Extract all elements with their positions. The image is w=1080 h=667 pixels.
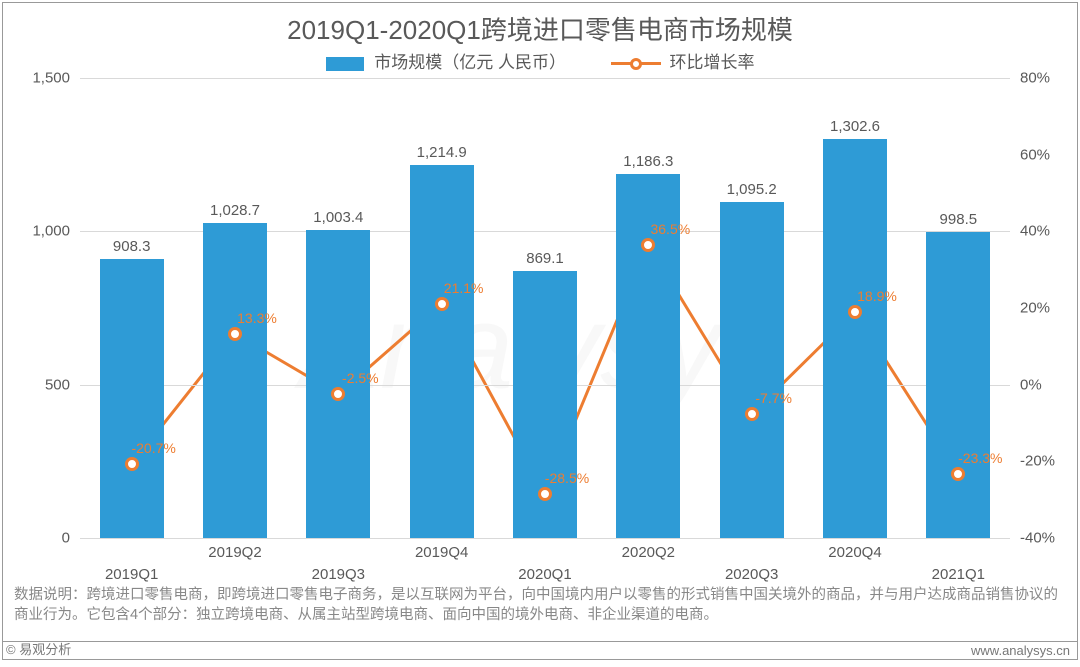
line-marker — [125, 457, 139, 471]
line-marker — [435, 297, 449, 311]
y2-tick-label: 40% — [1020, 223, 1080, 240]
grid-line — [80, 78, 1010, 79]
y2-tick-label: 80% — [1020, 70, 1080, 87]
x-axis-label: 2019Q1 — [105, 566, 158, 583]
bar-value-label: 1,028.7 — [210, 202, 260, 219]
y1-tick-label: 0 — [10, 530, 70, 547]
line-value-label: -20.7% — [131, 440, 175, 456]
x-axis-label: 2019Q2 — [208, 544, 261, 561]
bar-value-label: 1,302.6 — [830, 118, 880, 135]
legend-label-line: 环比增长率 — [669, 53, 754, 72]
legend: 市场规模（亿元 人民币） 环比增长率 — [0, 48, 1080, 73]
y2-tick-label: -20% — [1020, 453, 1080, 470]
x-axis-label: 2019Q4 — [415, 544, 468, 561]
x-axis-label: 2019Q3 — [312, 566, 365, 583]
line-value-label: -7.7% — [755, 390, 792, 406]
line-value-label: -23.3% — [958, 450, 1002, 466]
x-axis-label: 2020Q3 — [725, 566, 778, 583]
bar-value-label: 908.3 — [113, 238, 151, 255]
line-value-label: 13.3% — [237, 310, 277, 326]
bar — [926, 232, 990, 538]
notes-text: 数据说明：跨境进口零售电商，即跨境进口零售电子商务，是以互联网为平台，向中国境内… — [14, 586, 1066, 625]
x-axis-label: 2020Q2 — [622, 544, 675, 561]
bar — [203, 223, 267, 538]
footer-separator — [3, 641, 1077, 642]
bar — [410, 165, 474, 538]
y1-tick-label: 500 — [10, 376, 70, 393]
y2-tick-label: 20% — [1020, 300, 1080, 317]
bar — [100, 259, 164, 538]
line-marker — [745, 407, 759, 421]
bar-value-label: 998.5 — [940, 211, 978, 228]
line-marker — [951, 467, 965, 481]
x-axis-label: 2020Q1 — [518, 566, 571, 583]
grid-line — [80, 538, 1010, 539]
legend-swatch-line — [611, 55, 661, 73]
bar-value-label: 869.1 — [526, 250, 564, 267]
bar-value-label: 1,186.3 — [623, 153, 673, 170]
line-value-label: 36.5% — [650, 221, 690, 237]
x-axis-label: 2021Q1 — [932, 566, 985, 583]
legend-label-bars: 市场规模（亿元 人民币） — [374, 53, 566, 72]
bar-value-label: 1,003.4 — [313, 209, 363, 226]
line-marker — [641, 238, 655, 252]
line-marker — [848, 305, 862, 319]
chart-title: 2019Q1-2020Q1跨境进口零售电商市场规模 — [0, 10, 1080, 47]
bar — [720, 202, 784, 538]
legend-swatch-bar — [326, 57, 364, 71]
line-marker — [538, 487, 552, 501]
y1-tick-label: 1,500 — [10, 70, 70, 87]
footer-left: © 易观分析 — [6, 639, 71, 658]
bar-value-label: 1,214.9 — [417, 144, 467, 161]
x-axis-label: 2020Q4 — [828, 544, 881, 561]
bar-value-label: 1,095.2 — [727, 181, 777, 198]
line-value-label: -28.5% — [545, 470, 589, 486]
bar — [823, 139, 887, 538]
footer-right: www.analysys.cn — [971, 643, 1070, 658]
line-value-label: 18.9% — [857, 288, 897, 304]
y2-tick-label: 0% — [1020, 376, 1080, 393]
plot-area: 05001,0001,500-40%-20%0%20%40%60%80%908.… — [80, 78, 1010, 538]
y2-tick-label: 60% — [1020, 146, 1080, 163]
y2-tick-label: -40% — [1020, 530, 1080, 547]
y1-tick-label: 1,000 — [10, 223, 70, 240]
line-marker — [331, 387, 345, 401]
line-value-label: 21.1% — [444, 280, 484, 296]
line-value-label: -2.5% — [342, 370, 379, 386]
line-marker — [228, 327, 242, 341]
